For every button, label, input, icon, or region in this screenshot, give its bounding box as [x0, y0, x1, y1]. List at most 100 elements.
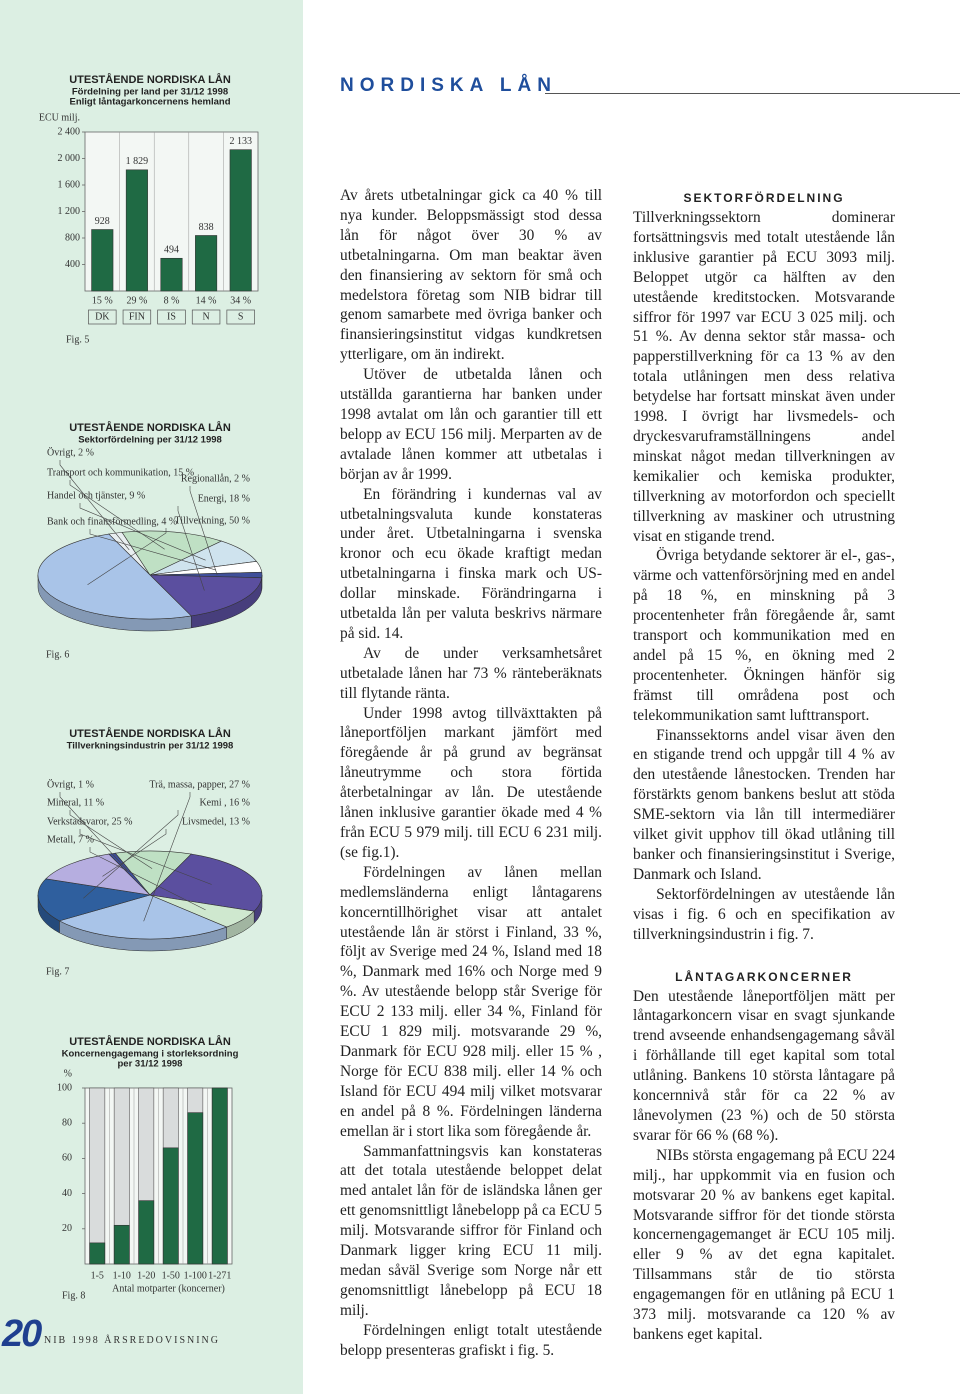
paragraph: Sammanfattningsvis kan konstateras att d… — [340, 1142, 602, 1319]
column-heading: SEKTORFÖRDELNING — [683, 191, 845, 205]
x-tick-label: 1-5 — [91, 1270, 104, 1281]
y-tick-label: 800 — [65, 232, 80, 243]
figure-label: Fig. 6 — [46, 649, 69, 660]
share-label: 15 % — [92, 295, 113, 306]
leader-line — [69, 810, 153, 869]
share-label: 8 % — [164, 295, 180, 306]
slice-label: Verkstadsvaror, 25 % — [47, 816, 132, 827]
chart-subtitle: Sektorfördelning per 31/12 1998 — [78, 435, 222, 446]
category-box — [122, 309, 152, 325]
bar — [113, 1224, 130, 1265]
slice-label: Mineral, 11 % — [47, 797, 104, 808]
pie-slice — [121, 530, 223, 576]
y-tick-label: 40 — [62, 1188, 72, 1199]
value-label: 1 829 — [126, 156, 149, 167]
leader-line — [177, 506, 205, 591]
y-tick-label: 400 — [65, 259, 80, 270]
section-heading: NORDISKA LÅN — [340, 75, 557, 96]
share-label: 29 % — [126, 295, 147, 306]
paragraph: Finanssektorns andel visar även den en s… — [633, 726, 895, 883]
category-box — [226, 309, 255, 325]
x-axis-label: Antal motparter (koncerner) — [112, 1283, 225, 1294]
column-heading: LÅNTAGARKONCERNER — [675, 969, 853, 984]
slice-label: Trä, massa, papper, 27 % — [149, 779, 250, 790]
pie-slice — [37, 878, 151, 922]
figure-label: Fig. 5 — [66, 334, 89, 345]
y-tick-label: 2 400 — [58, 126, 81, 137]
chart-subtitle: Fördelning per land per 31/12 1998 — [72, 87, 228, 98]
x-tick-label: 1-271 — [208, 1270, 231, 1281]
value-label: 494 — [164, 245, 179, 256]
leader-line — [59, 792, 128, 871]
bar — [89, 1242, 106, 1265]
slice-label: Övrigt, 2 % — [47, 446, 94, 458]
paragraph: Av de under verksamhetsåret utbetalade l… — [340, 644, 602, 702]
paragraph: Den utestående låneportföljen mätt per l… — [633, 987, 895, 1144]
x-tick-label: S — [238, 311, 244, 322]
x-tick-label: 1-50 — [162, 1270, 180, 1281]
y-tick-label: 1 200 — [58, 206, 81, 217]
leader-line — [69, 480, 165, 550]
value-label: 838 — [199, 222, 214, 233]
heading-rule — [545, 93, 960, 94]
y-tick-label: 60 — [62, 1153, 72, 1164]
paragraph: Av årets utbetalningar gick ca 40 % till… — [340, 187, 602, 364]
slice-label: Livsmedel, 13 % — [182, 816, 250, 827]
text-column: SEKTORFÖRDELNING Tillverkningssektorn dom… — [633, 186, 895, 1345]
slice-label: Transport och kommunikation, 15 % — [47, 467, 194, 478]
sidebar: UTESTÅENDE NORDISKA LÅN Fördelning per la… — [0, 0, 303, 1394]
pie-slice — [45, 853, 151, 896]
x-tick-label: 1-100 — [184, 1270, 207, 1281]
x-tick-label: 1-10 — [113, 1270, 131, 1281]
slice-label: Tillverkning, 50 % — [175, 515, 250, 526]
y-axis-label: ECU milj. — [39, 112, 80, 123]
share-label: 14 % — [196, 295, 217, 306]
x-tick-label: FIN — [129, 311, 145, 322]
bar — [195, 235, 218, 292]
bar — [211, 1087, 228, 1265]
category-box — [88, 309, 117, 325]
paragraph: Övriga betydande sektorer är el-, gas-, … — [633, 547, 895, 724]
paragraph: En förändring i kundernas val av utbetal… — [340, 485, 602, 642]
pie-slice — [37, 533, 192, 620]
chart-subtitle: Koncernengagemang i storleksordning — [62, 1049, 239, 1060]
paragraph: Fördelningen av lånen mellan medlemsländ… — [340, 863, 602, 1140]
category-box — [157, 309, 186, 325]
paragraph: Under 1998 avtog tillväxttakten på lånep… — [340, 704, 602, 861]
share-label: 34 % — [230, 295, 251, 306]
publication: NIB 1998 ÅRSREDOVISNING — [44, 1335, 221, 1346]
leader-line — [189, 486, 218, 576]
category-box — [191, 309, 221, 325]
y-tick-label: 2 000 — [58, 153, 81, 164]
leader-line — [102, 829, 167, 877]
bar — [162, 1147, 179, 1265]
x-tick-label: N — [202, 311, 209, 322]
paragraph: Sektorfördelningen av utestående lån vis… — [633, 885, 895, 943]
chart-title: UTESTÅENDE NORDISKA LÅN — [69, 421, 231, 434]
value-label: 928 — [95, 216, 110, 227]
y-tick-label: 1 600 — [58, 179, 81, 190]
pie-slice — [58, 894, 228, 940]
slice-label: Bank och finansförmedling, 4 % — [47, 516, 177, 527]
slice-label: Energi, 18 % — [198, 493, 250, 504]
paragraph: Tillverkningssektorn dominerar fortsättn… — [633, 209, 895, 545]
bar — [138, 1200, 155, 1265]
chart-subtitle: Enligt låntagarkoncernens hemland — [69, 97, 230, 108]
slice-label: Övrigt, 1 % — [47, 778, 94, 790]
y-tick-label: 100 — [57, 1082, 72, 1093]
chart-title: UTESTÅENDE NORDISKA LÅN — [69, 73, 231, 86]
chart-subtitle: per 31/12 1998 — [118, 1059, 183, 1070]
slice-label: Metall, 7 % — [47, 834, 94, 845]
bar — [91, 229, 114, 292]
leader-line — [89, 847, 206, 911]
paragraph: Fördelningen enligt totalt utestående be… — [340, 1321, 602, 1359]
page-number: 20 — [2, 1313, 42, 1355]
leader-line — [143, 792, 191, 922]
leader-line — [79, 503, 206, 561]
y-tick-label: 20 — [62, 1223, 72, 1234]
value-label: 2 133 — [229, 136, 252, 147]
bar — [229, 149, 252, 292]
y-tick-label: 80 — [62, 1117, 72, 1128]
